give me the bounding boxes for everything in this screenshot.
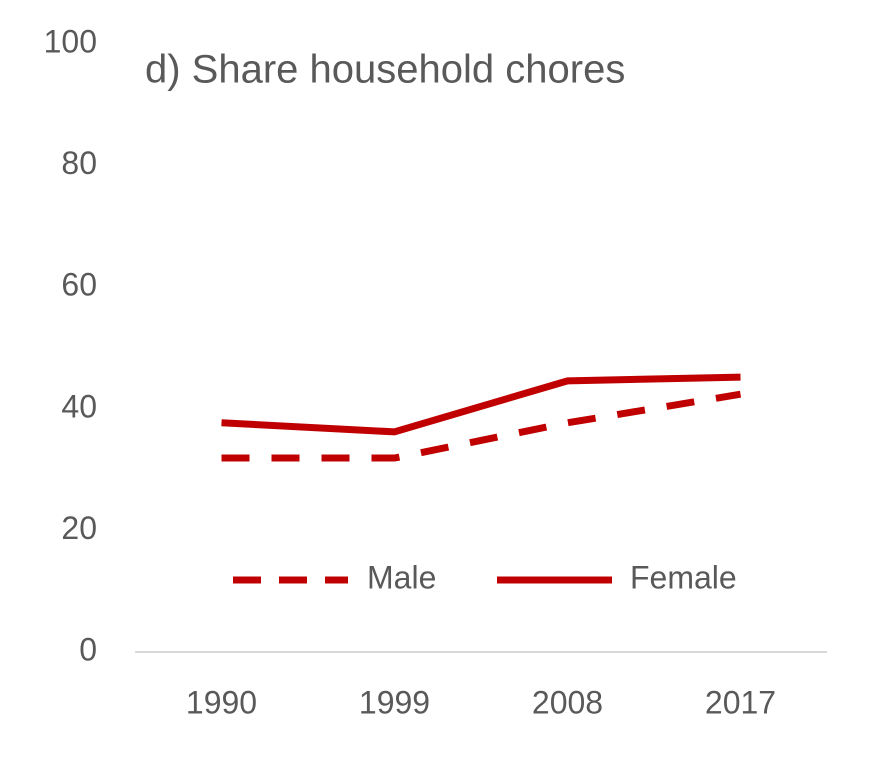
x-tick-label: 2017 [705, 684, 776, 720]
y-tick-label: 80 [61, 145, 97, 181]
y-tick-label: 100 [44, 23, 97, 59]
x-tick-label: 1990 [186, 684, 257, 720]
series-line [221, 390, 742, 462]
x-tick-label: 1999 [359, 684, 430, 720]
y-tick-label: 60 [61, 267, 97, 303]
legend-label: Male [367, 559, 436, 595]
y-tick-label: 40 [61, 388, 97, 424]
chart-title: d) Share household chores [145, 48, 625, 92]
x-tick-label: 2008 [532, 684, 603, 720]
legend-label: Female [630, 559, 737, 595]
series-line [221, 373, 741, 436]
y-tick-label: 20 [61, 510, 97, 546]
y-tick-label: 0 [79, 631, 97, 667]
